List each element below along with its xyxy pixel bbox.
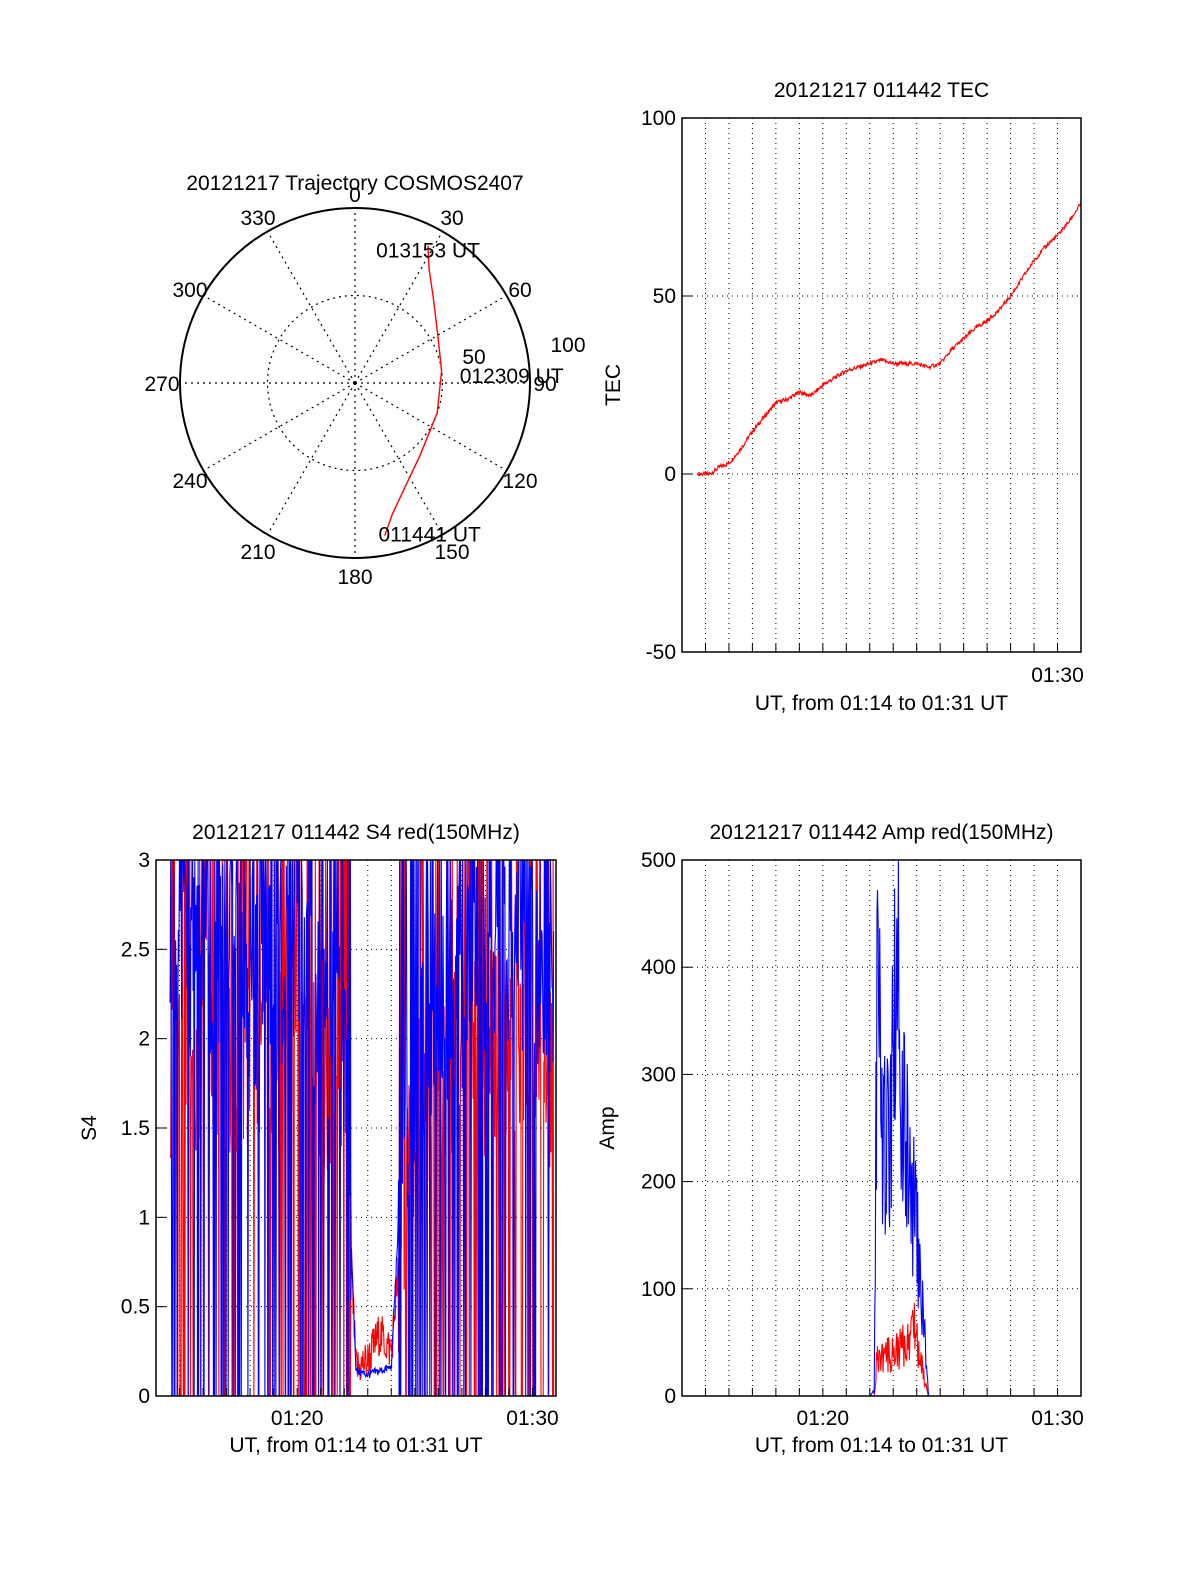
trajectory-time-annotation: 011441 UT (379, 524, 482, 547)
amp-y-axis-label: Amp (596, 1106, 619, 1149)
s4-y-tick-label: 1 (138, 1206, 150, 1229)
polar-spoke (203, 382, 356, 472)
azimuth-tick-label: 60 (508, 279, 531, 302)
s4-y-tick-label: 2.5 (121, 938, 150, 961)
polar-spoke (354, 294, 507, 384)
s4-title: 20121217 011442 S4 red(150MHz) (192, 821, 520, 844)
radial-tick-label: 100 (550, 334, 585, 357)
tec-y-axis-label: TEC (602, 364, 625, 406)
polar-spoke (203, 294, 356, 384)
amp-x-axis-label: UT, from 01:14 to 01:31 UT (755, 1434, 1008, 1457)
s4-series-line (169, 859, 555, 1397)
azimuth-tick-label: 300 (172, 279, 207, 302)
amp-title: 20121217 011442 Amp red(150MHz) (709, 821, 1053, 844)
s4-y-tick-label: 0 (138, 1385, 150, 1408)
tec-x-tick-label: 01:30 (1031, 664, 1084, 687)
trajectory-time-annotation: 013153 UT (376, 240, 480, 263)
radial-tick-label: 50 (462, 346, 485, 369)
tec-y-tick-label: 100 (641, 107, 676, 130)
amp-y-tick-label: 100 (641, 1278, 676, 1301)
tec-y-tick-label: 0 (664, 463, 676, 486)
amp-y-tick-label: 300 (641, 1063, 676, 1086)
tec-title: 20121217 011442 TEC (774, 79, 989, 102)
s4-x-tick-label: 01:30 (506, 1407, 559, 1430)
tec-plot-frame (681, 117, 1082, 653)
tec-series-line (697, 201, 1082, 477)
s4-y-tick-label: 2 (138, 1028, 150, 1051)
amp-x-tick-label: 01:20 (797, 1407, 850, 1430)
trajectory-line (384, 245, 443, 536)
polar-spoke (266, 231, 356, 384)
tec-x-axis-label: UT, from 01:14 to 01:31 UT (755, 692, 1008, 715)
azimuth-tick-label: 330 (240, 207, 275, 230)
s4-y-tick-label: 0.5 (121, 1296, 150, 1319)
amp-y-tick-label: 400 (641, 956, 676, 979)
azimuth-tick-label: 120 (502, 470, 537, 493)
tec-y-tick-label: -50 (646, 641, 676, 664)
amp-y-tick-label: 500 (641, 849, 676, 872)
s4-x-tick-label: 01:20 (271, 1407, 324, 1430)
amp-y-tick-label: 200 (641, 1171, 676, 1194)
azimuth-tick-label: 270 (144, 373, 179, 396)
polar-spoke (354, 382, 507, 472)
s4-y-axis-label: S4 (78, 1115, 101, 1141)
tec-y-tick-label: 50 (653, 285, 676, 308)
amp-series-line (696, 859, 1081, 1397)
trajectory-time-annotation: 012309 UT (460, 365, 564, 388)
azimuth-tick-label: 30 (440, 207, 463, 230)
azimuth-tick-label: 240 (172, 470, 207, 493)
amp-x-tick-label: 01:30 (1031, 1407, 1084, 1430)
amp-plot-frame (681, 859, 1082, 1397)
azimuth-tick-label: 0 (349, 184, 361, 207)
azimuth-tick-label: 180 (337, 566, 372, 589)
azimuth-tick-label: 150 (434, 541, 469, 564)
azimuth-tick-label: 210 (240, 541, 275, 564)
s4-y-tick-label: 1.5 (121, 1117, 150, 1140)
amp-series-line (696, 1303, 1081, 1397)
amp-y-tick-label: 0 (664, 1385, 676, 1408)
s4-x-axis-label: UT, from 01:14 to 01:31 UT (229, 1434, 482, 1457)
polar-spoke (266, 382, 356, 535)
trajectory-title: 20121217 Trajectory COSMOS2407 (186, 172, 523, 195)
polar-grid-ring (266, 294, 444, 472)
s4-y-tick-label: 3 (138, 849, 150, 872)
s4-series-line (169, 859, 555, 1397)
azimuth-tick-label: 90 (533, 373, 556, 396)
polar-spoke (354, 382, 444, 535)
